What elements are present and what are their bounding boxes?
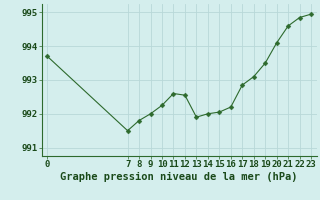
- X-axis label: Graphe pression niveau de la mer (hPa): Graphe pression niveau de la mer (hPa): [60, 172, 298, 182]
